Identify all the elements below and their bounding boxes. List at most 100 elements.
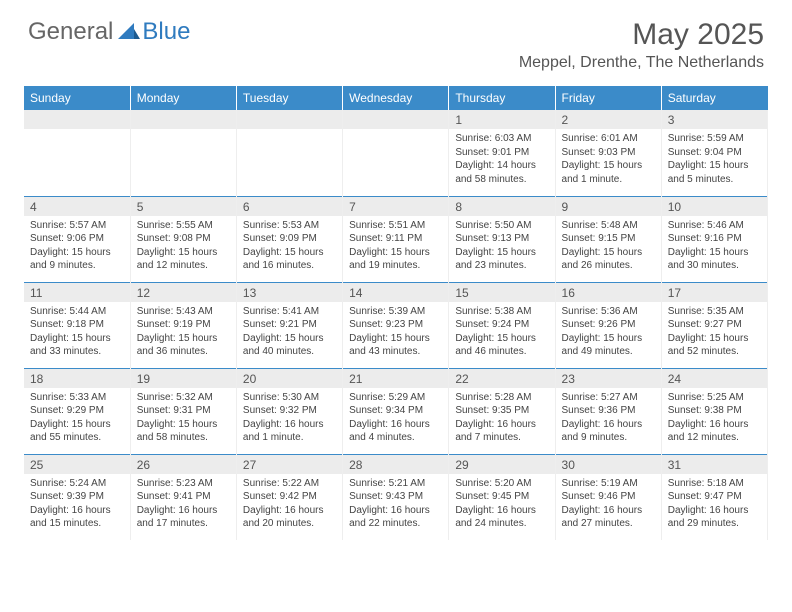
calendar-day-cell xyxy=(130,110,236,196)
sunset-line: Sunset: 9:42 PM xyxy=(243,490,336,504)
daylight-line: Daylight: 16 hours and 17 minutes. xyxy=(137,504,230,531)
day-number: 29 xyxy=(449,455,554,474)
day-number: 4 xyxy=(24,197,130,216)
calendar-day-cell: 1Sunrise: 6:03 AMSunset: 9:01 PMDaylight… xyxy=(449,110,555,196)
calendar-day-cell: 15Sunrise: 5:38 AMSunset: 9:24 PMDayligh… xyxy=(449,282,555,368)
sunset-line: Sunset: 9:08 PM xyxy=(137,232,230,246)
calendar-header-row: SundayMondayTuesdayWednesdayThursdayFrid… xyxy=(24,86,768,110)
sunrise-line: Sunrise: 5:48 AM xyxy=(562,219,655,233)
day-number: 26 xyxy=(131,455,236,474)
sunrise-line: Sunrise: 5:21 AM xyxy=(349,477,442,491)
sunrise-line: Sunrise: 5:30 AM xyxy=(243,391,336,405)
calendar-day-cell: 23Sunrise: 5:27 AMSunset: 9:36 PMDayligh… xyxy=(555,368,661,454)
daylight-line: Daylight: 16 hours and 1 minute. xyxy=(243,418,336,445)
daylight-line: Daylight: 16 hours and 24 minutes. xyxy=(455,504,548,531)
daylight-line: Daylight: 15 hours and 58 minutes. xyxy=(137,418,230,445)
daylight-line: Daylight: 16 hours and 7 minutes. xyxy=(455,418,548,445)
sunset-line: Sunset: 9:24 PM xyxy=(455,318,548,332)
day-details: Sunrise: 5:48 AMSunset: 9:15 PMDaylight:… xyxy=(556,216,661,276)
day-number: 30 xyxy=(556,455,661,474)
calendar-day-cell xyxy=(236,110,342,196)
daylight-line: Daylight: 15 hours and 30 minutes. xyxy=(668,246,761,273)
day-number xyxy=(237,110,342,129)
title-block: May 2025 Meppel, Drenthe, The Netherland… xyxy=(519,18,764,72)
calendar-day-cell: 7Sunrise: 5:51 AMSunset: 9:11 PMDaylight… xyxy=(343,196,449,282)
daylight-line: Daylight: 15 hours and 5 minutes. xyxy=(668,159,761,186)
daylight-line: Daylight: 16 hours and 4 minutes. xyxy=(349,418,442,445)
sunrise-line: Sunrise: 5:39 AM xyxy=(349,305,442,319)
day-details: Sunrise: 5:57 AMSunset: 9:06 PMDaylight:… xyxy=(24,216,130,276)
day-number: 10 xyxy=(662,197,767,216)
day-number xyxy=(131,110,236,129)
calendar-week-row: 11 Sunrise: 5:44 AMSunset: 9:18 PM Dayligh… xyxy=(24,282,768,368)
day-details: Sunrise: 5:51 AMSunset: 9:11 PMDaylight:… xyxy=(343,216,448,276)
daylight-line: Daylight: 15 hours and 23 minutes. xyxy=(455,246,548,273)
day-number: 7 xyxy=(343,197,448,216)
sunrise-line: Sunrise: 5:38 AM xyxy=(455,305,548,319)
calendar-day-cell: 18Sunrise: 5:33 AMSunset: 9:29 PMDayligh… xyxy=(24,368,130,454)
sunset-line: Sunset: 9:34 PM xyxy=(349,404,442,418)
sunrise-line: Sunrise: 5:50 AM xyxy=(455,219,548,233)
day-details: Sunrise: 5:20 AMSunset: 9:45 PMDaylight:… xyxy=(449,474,554,534)
daylight-line: Daylight: 15 hours and 46 minutes. xyxy=(455,332,548,359)
day-header: Friday xyxy=(555,86,661,110)
day-number: 22 xyxy=(449,369,554,388)
day-number: 27 xyxy=(237,455,342,474)
calendar-day-cell: 11Sunrise: 5:44 AMSunset: 9:18 PMDayligh… xyxy=(24,282,130,368)
calendar-day-cell: 16Sunrise: 5:36 AMSunset: 9:26 PMDayligh… xyxy=(555,282,661,368)
calendar-day-cell: 4Sunrise: 5:57 AMSunset: 9:06 PMDaylight… xyxy=(24,196,130,282)
logo-text-blue: Blue xyxy=(142,18,190,46)
sunset-line: Sunset: 9:39 PM xyxy=(30,490,124,504)
daylight-line: Daylight: 16 hours and 22 minutes. xyxy=(349,504,442,531)
sunrise-line: Sunrise: 5:41 AM xyxy=(243,305,336,319)
daylight-line: Daylight: 15 hours and 26 minutes. xyxy=(562,246,655,273)
day-number: 11 xyxy=(24,283,130,302)
sunset-line: Sunset: 9:04 PM xyxy=(668,146,761,160)
day-details: Sunrise: 5:28 AMSunset: 9:35 PMDaylight:… xyxy=(449,388,554,448)
day-details: Sunrise: 5:43 AMSunset: 9:19 PMDaylight:… xyxy=(131,302,236,362)
day-details: Sunrise: 5:24 AMSunset: 9:39 PMDaylight:… xyxy=(24,474,130,534)
logo-triangle-icon xyxy=(118,18,140,46)
day-details: Sunrise: 5:19 AMSunset: 9:46 PMDaylight:… xyxy=(556,474,661,534)
sunset-line: Sunset: 9:47 PM xyxy=(668,490,761,504)
daylight-line: Daylight: 15 hours and 55 minutes. xyxy=(30,418,124,445)
daylight-line: Daylight: 15 hours and 43 minutes. xyxy=(349,332,442,359)
daylight-line: Daylight: 15 hours and 16 minutes. xyxy=(243,246,336,273)
daylight-line: Daylight: 14 hours and 58 minutes. xyxy=(455,159,548,186)
calendar-day-cell xyxy=(24,110,130,196)
sunrise-line: Sunrise: 5:28 AM xyxy=(455,391,548,405)
day-number: 9 xyxy=(556,197,661,216)
calendar-day-cell: 27Sunrise: 5:22 AMSunset: 9:42 PMDayligh… xyxy=(236,454,342,540)
sunset-line: Sunset: 9:09 PM xyxy=(243,232,336,246)
sunset-line: Sunset: 9:41 PM xyxy=(137,490,230,504)
daylight-line: Daylight: 16 hours and 27 minutes. xyxy=(562,504,655,531)
calendar-day-cell: 2Sunrise: 6:01 AMSunset: 9:03 PMDaylight… xyxy=(555,110,661,196)
sunrise-line: Sunrise: 5:44 AM xyxy=(30,305,124,319)
day-details: Sunrise: 5:41 AMSunset: 9:21 PMDaylight:… xyxy=(237,302,342,362)
day-details: Sunrise: 5:18 AMSunset: 9:47 PMDaylight:… xyxy=(662,474,767,534)
sunset-line: Sunset: 9:46 PM xyxy=(562,490,655,504)
day-number: 31 xyxy=(662,455,767,474)
sunrise-line: Sunrise: 5:59 AM xyxy=(668,132,761,146)
daylight-line: Daylight: 16 hours and 29 minutes. xyxy=(668,504,761,531)
sunrise-line: Sunrise: 5:19 AM xyxy=(562,477,655,491)
calendar-week-row: 18Sunrise: 5:33 AMSunset: 9:29 PMDayligh… xyxy=(24,368,768,454)
month-title: May 2025 xyxy=(519,18,764,52)
day-details: Sunrise: 5:59 AMSunset: 9:04 PMDaylight:… xyxy=(662,129,767,189)
day-details: Sunrise: 5:33 AMSunset: 9:29 PMDaylight:… xyxy=(24,388,130,448)
day-number: 14 xyxy=(343,283,448,302)
day-number xyxy=(24,110,130,129)
day-details: Sunrise: 5:27 AMSunset: 9:36 PMDaylight:… xyxy=(556,388,661,448)
sunset-line: Sunset: 9:13 PM xyxy=(455,232,548,246)
day-details: Sunrise: 5:32 AMSunset: 9:31 PMDaylight:… xyxy=(131,388,236,448)
calendar-day-cell: 17Sunrise: 5:35 AMSunset: 9:27 PMDayligh… xyxy=(661,282,767,368)
calendar-day-cell: 19Sunrise: 5:32 AMSunset: 9:31 PMDayligh… xyxy=(130,368,236,454)
day-number: 20 xyxy=(237,369,342,388)
sunset-line: Sunset: 9:45 PM xyxy=(455,490,548,504)
day-details: Sunrise: 5:53 AMSunset: 9:09 PMDaylight:… xyxy=(237,216,342,276)
sunrise-line: Sunrise: 6:03 AM xyxy=(455,132,548,146)
calendar-day-cell xyxy=(343,110,449,196)
day-number: 2 xyxy=(556,110,661,129)
logo: General Blue xyxy=(28,18,190,46)
sunset-line: Sunset: 9:18 PM xyxy=(30,318,124,332)
